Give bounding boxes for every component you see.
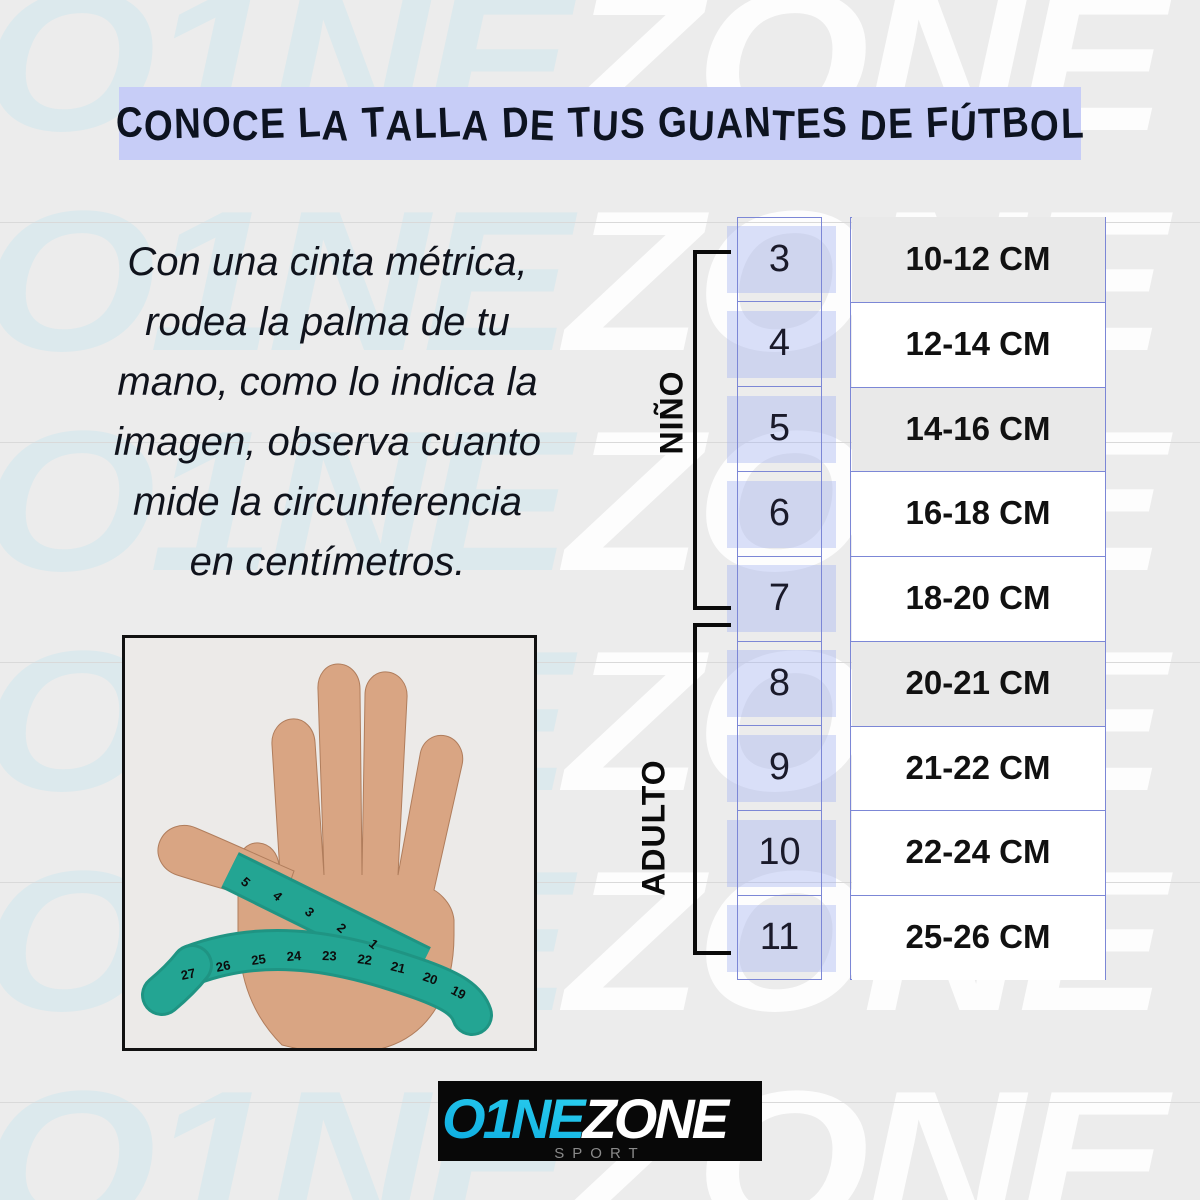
svg-text:O1NEZONE: O1NEZONE — [442, 1087, 731, 1150]
svg-text:25: 25 — [250, 951, 266, 968]
svg-text:26: 26 — [215, 957, 232, 975]
svg-text:22: 22 — [357, 951, 373, 968]
svg-text:SPORT: SPORT — [554, 1145, 645, 1161]
svg-text:24: 24 — [286, 948, 302, 964]
svg-text:23: 23 — [322, 948, 337, 963]
svg-text:27: 27 — [180, 965, 197, 983]
